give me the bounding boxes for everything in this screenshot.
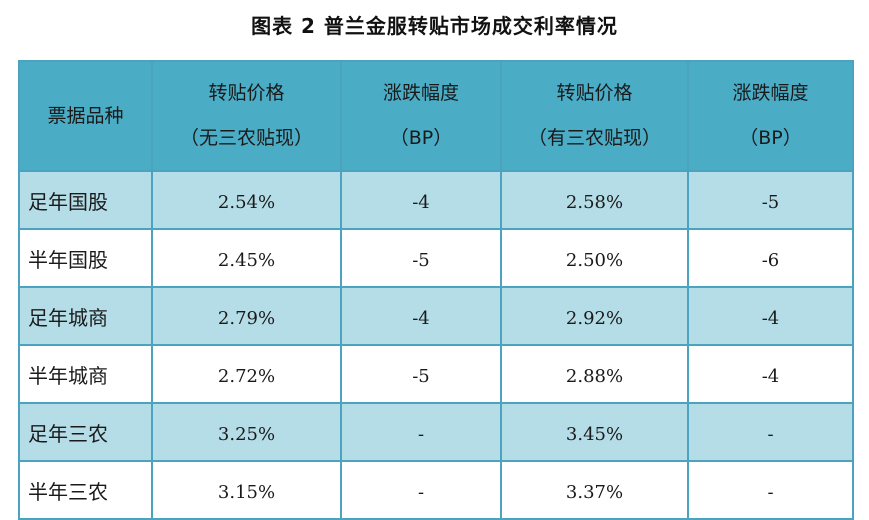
cell-change-no-sannong: -5 bbox=[340, 344, 502, 404]
cell-price-no-sannong: 2.45% bbox=[151, 228, 342, 288]
cell-price-with-sannong: 2.58% bbox=[500, 170, 689, 230]
cell-change-with-sannong: - bbox=[687, 402, 854, 462]
cell-change-with-sannong: -4 bbox=[687, 286, 854, 346]
cell-price-with-sannong: 3.37% bbox=[500, 460, 689, 520]
cell-change-no-sannong: -5 bbox=[340, 228, 502, 288]
header-line2: （有三农贴现） bbox=[527, 127, 661, 149]
header-line1: 涨跌幅度 bbox=[732, 82, 809, 105]
cell-variety: 足年三农 bbox=[18, 402, 153, 462]
table-row: 足年国股 2.54% -4 2.58% -5 bbox=[18, 170, 854, 230]
cell-change-with-sannong: -5 bbox=[687, 170, 854, 230]
cell-variety: 半年城商 bbox=[18, 344, 153, 404]
header-line2: （无三农贴现） bbox=[179, 127, 313, 149]
table-title: 图表 2 普兰金服转贴市场成交利率情况 bbox=[251, 14, 618, 38]
header-line2: （BP） bbox=[389, 127, 453, 149]
table-row: 足年城商 2.79% -4 2.92% -4 bbox=[18, 286, 854, 346]
table-row: 半年国股 2.45% -5 2.50% -6 bbox=[18, 228, 854, 288]
header-row: 票据品种 转贴价格 （无三农贴现） 涨跌幅度 （BP） 转贴价格 （有三农贴现）… bbox=[18, 60, 854, 172]
cell-variety: 足年国股 bbox=[18, 170, 153, 230]
table-row: 足年三农 3.25% - 3.45% - bbox=[18, 402, 854, 462]
cell-price-no-sannong: 2.54% bbox=[151, 170, 342, 230]
cell-price-with-sannong: 2.88% bbox=[500, 344, 689, 404]
cell-price-no-sannong: 2.72% bbox=[151, 344, 342, 404]
cell-price-no-sannong: 3.25% bbox=[151, 402, 342, 462]
cell-change-no-sannong: - bbox=[340, 460, 502, 520]
rates-table: 票据品种 转贴价格 （无三农贴现） 涨跌幅度 （BP） 转贴价格 （有三农贴现）… bbox=[18, 60, 854, 520]
cell-price-with-sannong: 2.50% bbox=[500, 228, 689, 288]
header-line2: （BP） bbox=[739, 127, 802, 149]
cell-variety: 半年三农 bbox=[18, 460, 153, 520]
cell-variety: 半年国股 bbox=[18, 228, 153, 288]
cell-change-with-sannong: -4 bbox=[687, 344, 854, 404]
cell-change-no-sannong: -4 bbox=[340, 170, 502, 230]
cell-variety: 足年城商 bbox=[18, 286, 153, 346]
table-row: 半年城商 2.72% -5 2.88% -4 bbox=[18, 344, 854, 404]
header-price-no-sannong: 转贴价格 （无三农贴现） bbox=[151, 60, 342, 172]
header-line1: 转贴价格 bbox=[208, 82, 285, 105]
header-variety: 票据品种 bbox=[18, 60, 153, 172]
cell-change-no-sannong: -4 bbox=[340, 286, 502, 346]
header-line1: 涨跌幅度 bbox=[382, 82, 459, 105]
header-change-no-sannong: 涨跌幅度 （BP） bbox=[340, 60, 502, 172]
header-variety-label: 票据品种 bbox=[47, 104, 124, 127]
table-row: 半年三农 3.15% - 3.37% - bbox=[18, 460, 854, 520]
header-change-with-sannong: 涨跌幅度 （BP） bbox=[687, 60, 854, 172]
cell-price-no-sannong: 2.79% bbox=[151, 286, 342, 346]
header-line1: 转贴价格 bbox=[556, 82, 633, 105]
header-price-with-sannong: 转贴价格 （有三农贴现） bbox=[500, 60, 689, 172]
cell-change-with-sannong: -6 bbox=[687, 228, 854, 288]
cell-change-no-sannong: - bbox=[340, 402, 502, 462]
cell-price-no-sannong: 3.15% bbox=[151, 460, 342, 520]
cell-price-with-sannong: 3.45% bbox=[500, 402, 689, 462]
cell-change-with-sannong: - bbox=[687, 460, 854, 520]
cell-price-with-sannong: 2.92% bbox=[500, 286, 689, 346]
